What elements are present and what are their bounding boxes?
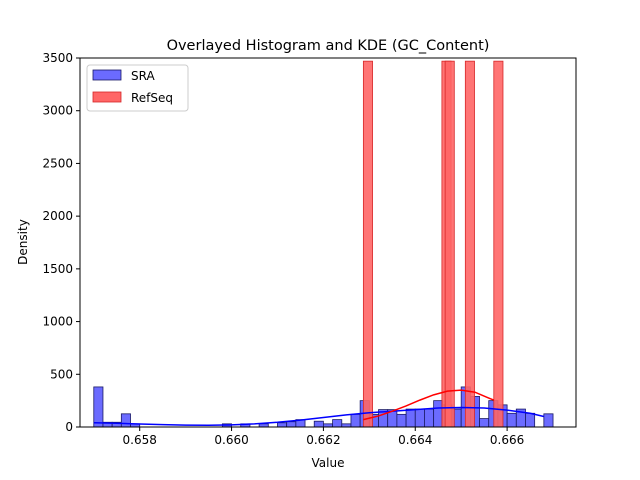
sra-legend-label: SRA — [131, 69, 155, 83]
sra-bar — [479, 418, 490, 428]
sra-bar — [525, 412, 536, 428]
y-tick-label: 2500 — [42, 156, 73, 170]
sra-bar — [350, 413, 361, 428]
x-tick-label: 0.660 — [214, 433, 248, 447]
refseq-legend-swatch — [92, 91, 122, 103]
y-tick-label: 1000 — [42, 315, 73, 329]
y-tick-label: 3500 — [42, 51, 73, 65]
plot-frame — [79, 57, 577, 428]
sra-bar — [332, 419, 343, 428]
legend: SRA RefSeq — [86, 64, 189, 112]
sra-bar — [414, 408, 425, 428]
x-axis: 0.658 0.660 0.662 0.664 0.666 — [123, 427, 524, 447]
y-axis: 0 500 1000 1500 2000 2500 3000 3500 — [42, 51, 80, 434]
x-tick-label: 0.666 — [490, 433, 524, 447]
sra-bar — [506, 412, 517, 428]
refseq-legend-label: RefSeq — [131, 91, 173, 105]
sra-bar — [543, 413, 554, 428]
sra-bar — [286, 421, 297, 428]
sra-bar — [396, 413, 407, 428]
y-tick-label: 2000 — [42, 209, 73, 223]
sra-bar — [277, 422, 288, 428]
refseq-bar — [493, 60, 504, 428]
y-tick-label: 1500 — [42, 262, 73, 276]
sra-bar — [424, 408, 435, 428]
sra-bar — [313, 420, 324, 428]
y-tick-label: 500 — [50, 367, 73, 381]
sra-kde-line — [93, 406, 545, 427]
x-tick-label: 0.658 — [123, 433, 157, 447]
x-tick-label: 0.662 — [306, 433, 340, 447]
sra-bar — [405, 408, 416, 428]
y-tick-label: 3000 — [42, 104, 73, 118]
y-tick-label: 0 — [65, 420, 73, 434]
refseq-bar — [362, 60, 373, 428]
refseq-bar — [464, 60, 475, 428]
y-axis-label: Density — [16, 219, 30, 265]
sra-bar — [120, 413, 131, 428]
chart-title: Overlayed Histogram and KDE (GC_Content) — [167, 38, 490, 54]
sra-bar — [93, 386, 104, 428]
sra-legend-swatch — [92, 69, 122, 81]
x-tick-label: 0.664 — [398, 433, 432, 447]
sra-bar — [433, 400, 444, 428]
x-axis-label: Value — [312, 456, 345, 470]
refseq-kde-line — [363, 389, 495, 421]
refseq-bar — [444, 60, 455, 428]
